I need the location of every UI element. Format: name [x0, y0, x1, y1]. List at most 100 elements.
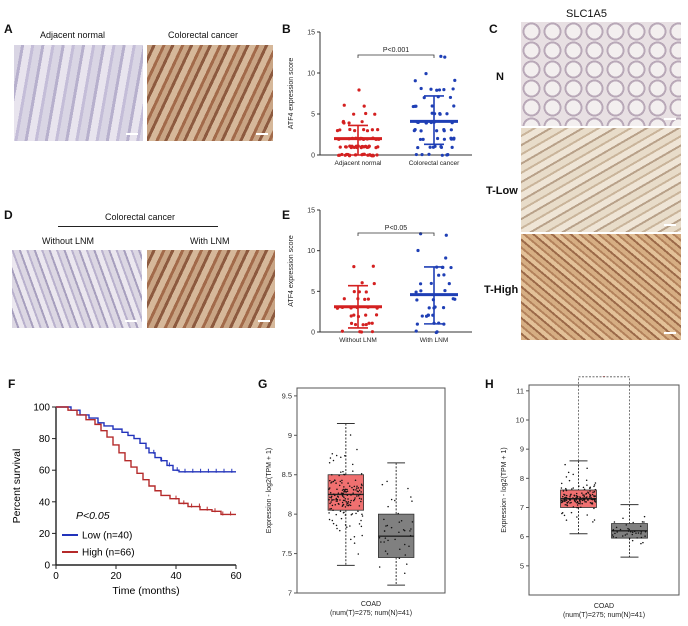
data-point [418, 137, 423, 142]
y-tick-label: 60 [39, 466, 51, 477]
data-point [384, 537, 387, 539]
data-point [588, 497, 591, 499]
data-point [428, 145, 432, 149]
panel-d-header: Colorectal cancer [105, 212, 176, 222]
data-point [398, 531, 400, 534]
data-point [419, 86, 423, 91]
data-point [444, 256, 448, 260]
data-point [329, 496, 331, 499]
data-point [415, 298, 419, 302]
data-point [349, 434, 352, 436]
y-axis-label: ATF4 expression score [288, 235, 295, 307]
data-point [562, 495, 564, 498]
data-point [330, 482, 332, 484]
data-point [404, 554, 407, 556]
x-tick-label: 60 [230, 571, 242, 582]
data-point [593, 491, 596, 493]
y-axis-label: ATF4 expression score [288, 58, 295, 130]
panel-b-chart: 0 5 10 15 ATF4 expression score Adjacent norm… [288, 30, 472, 167]
data-point [344, 454, 346, 457]
data-point [337, 502, 340, 505]
data-point [594, 482, 597, 484]
y-tick-label: 10 [307, 248, 315, 255]
data-point [360, 483, 363, 485]
data-point [338, 145, 342, 149]
y-tick-label: 9 [288, 431, 292, 440]
x-axis-label-counts: (num(T)=275; num(N)=41) [563, 612, 645, 619]
data-point [354, 497, 356, 499]
data-point [386, 524, 389, 527]
panel-g-chart: 7 7.5 8 8.5 9 9.5 Expression - log2(TPM + 1) CO… [266, 387, 446, 617]
y-tick-label: 9.5 [282, 391, 292, 400]
data-point [576, 496, 578, 499]
p-value-annotation: P<0.05 [385, 225, 407, 232]
data-point [381, 483, 384, 486]
data-point [590, 496, 592, 499]
data-point [340, 517, 343, 520]
p-value-annotation: P<0.05 [76, 510, 110, 522]
data-point [342, 499, 345, 502]
data-point [637, 532, 640, 534]
data-point [331, 474, 333, 476]
data-point [335, 524, 338, 527]
data-point [353, 322, 358, 327]
data-point [349, 145, 353, 150]
data-point [565, 476, 568, 478]
data-point [639, 525, 642, 528]
data-point [409, 534, 412, 537]
data-point [569, 499, 571, 501]
data-point [358, 497, 361, 500]
data-point [328, 512, 330, 514]
data-point [361, 513, 363, 516]
data-point [378, 566, 381, 568]
data-point [594, 495, 597, 497]
data-point [415, 322, 419, 326]
p-value-annotation: P<0.001 [383, 47, 409, 54]
data-point [360, 491, 362, 493]
data-point [571, 488, 573, 490]
y-tick-label: 11 [516, 386, 524, 395]
data-point [330, 501, 332, 503]
data-point [615, 526, 618, 529]
data-point [331, 481, 333, 483]
data-point [568, 479, 571, 482]
data-point [413, 79, 417, 83]
data-point [399, 548, 401, 550]
data-point [413, 127, 417, 132]
data-point [448, 95, 453, 100]
data-point [383, 541, 385, 543]
data-point [452, 104, 456, 108]
data-point [363, 297, 367, 301]
data-point [335, 513, 337, 516]
data-point [577, 502, 580, 505]
data-point [439, 54, 443, 58]
data-point [570, 501, 572, 504]
data-point [579, 496, 581, 498]
data-point [562, 490, 565, 492]
data-point [450, 145, 454, 149]
data-point [445, 153, 449, 157]
data-point [631, 531, 634, 533]
panel-e-chart: 0 5 10 15 ATF4 expression score Without LNM Wi… [288, 208, 472, 344]
data-point [384, 550, 387, 552]
data-point [451, 87, 455, 91]
y-tick-label: 6 [520, 532, 524, 541]
y-tick-label: 100 [33, 403, 50, 414]
data-point [564, 494, 566, 496]
data-point [565, 494, 568, 497]
data-point [567, 471, 570, 474]
data-point [360, 498, 363, 500]
data-point [569, 496, 571, 498]
data-point [357, 88, 361, 92]
data-point [612, 529, 614, 532]
data-point [626, 533, 628, 535]
data-point [351, 463, 354, 466]
panel-d-without-lnm-image [12, 250, 142, 328]
y-axis-label: Expression - log2(TPM + 1) [266, 448, 273, 533]
data-point [643, 515, 646, 518]
data-point [573, 494, 576, 496]
data-point [383, 518, 385, 521]
data-point [589, 502, 592, 504]
data-point [343, 153, 347, 157]
